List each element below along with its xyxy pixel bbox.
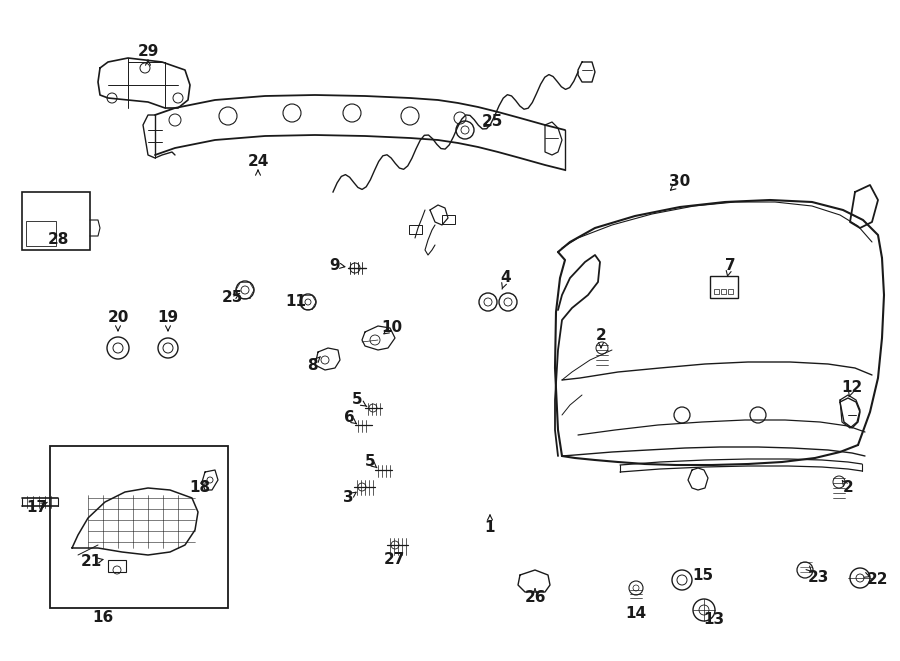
Text: 20: 20 bbox=[107, 311, 129, 325]
Bar bbox=[50, 446, 228, 608]
Text: 19: 19 bbox=[158, 311, 178, 325]
Bar bbox=[710, 276, 738, 298]
Text: 21: 21 bbox=[80, 555, 102, 570]
Text: 9: 9 bbox=[329, 258, 340, 272]
Text: 23: 23 bbox=[807, 570, 829, 586]
Text: 6: 6 bbox=[344, 410, 355, 426]
Text: 25: 25 bbox=[482, 114, 503, 130]
Text: 5: 5 bbox=[364, 455, 375, 469]
Text: 13: 13 bbox=[704, 613, 725, 627]
Text: 11: 11 bbox=[285, 295, 307, 309]
Bar bbox=[26, 221, 56, 246]
Bar bbox=[721, 289, 726, 294]
Text: 3: 3 bbox=[343, 490, 354, 506]
Bar bbox=[728, 289, 733, 294]
Text: 8: 8 bbox=[307, 358, 318, 373]
Text: 28: 28 bbox=[48, 233, 68, 247]
Text: 2: 2 bbox=[596, 327, 607, 342]
Text: 14: 14 bbox=[626, 605, 646, 621]
Bar bbox=[108, 560, 126, 572]
Bar bbox=[714, 289, 719, 294]
Text: 12: 12 bbox=[842, 381, 862, 395]
Text: 18: 18 bbox=[189, 481, 211, 496]
Text: 26: 26 bbox=[524, 590, 545, 605]
Text: 5: 5 bbox=[352, 393, 363, 407]
Text: 17: 17 bbox=[26, 500, 48, 516]
Text: 30: 30 bbox=[670, 175, 690, 190]
Text: 24: 24 bbox=[248, 155, 269, 169]
Text: 22: 22 bbox=[868, 572, 889, 588]
Text: 2: 2 bbox=[842, 481, 853, 496]
Text: 10: 10 bbox=[382, 321, 402, 336]
Text: 7: 7 bbox=[724, 258, 735, 272]
Text: 29: 29 bbox=[138, 44, 158, 59]
Text: 25: 25 bbox=[221, 290, 243, 305]
Text: 4: 4 bbox=[500, 270, 511, 286]
Text: 16: 16 bbox=[93, 611, 113, 625]
Bar bbox=[22, 192, 90, 250]
Text: 15: 15 bbox=[692, 568, 714, 582]
Text: 1: 1 bbox=[485, 520, 495, 535]
Text: 27: 27 bbox=[383, 553, 405, 568]
